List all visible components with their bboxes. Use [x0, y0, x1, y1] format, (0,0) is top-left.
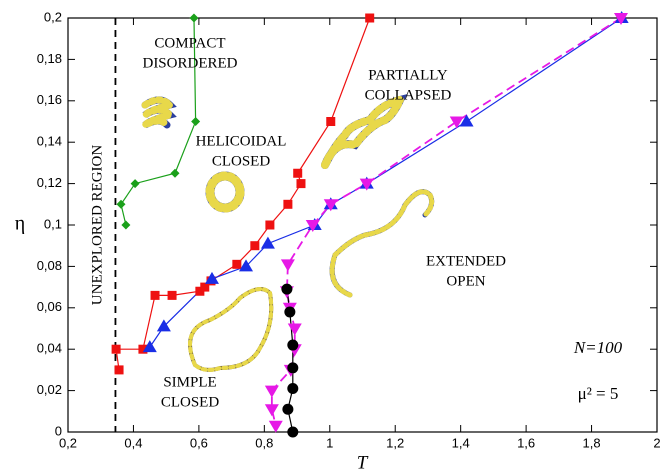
region-label: CLOSED	[212, 153, 271, 169]
point	[284, 306, 295, 317]
point	[112, 345, 121, 354]
point	[117, 200, 126, 209]
plot-frame	[68, 18, 657, 432]
point	[171, 169, 180, 178]
point	[288, 324, 302, 336]
point	[287, 362, 298, 373]
region-label: HELICOIDAL	[196, 133, 287, 149]
point	[265, 386, 279, 398]
x-axis-title: T	[357, 452, 369, 473]
point	[281, 259, 295, 271]
y-tick-label: 0,06	[37, 299, 62, 314]
x-tick-label: 1,6	[517, 435, 535, 450]
point	[360, 179, 374, 191]
point	[460, 115, 474, 127]
point	[293, 169, 302, 178]
parameter-label: μ² = 5	[578, 384, 619, 403]
point	[283, 200, 292, 209]
polymer	[332, 192, 432, 295]
point	[282, 404, 293, 415]
region-label: UNEXPLORED REGION	[89, 145, 105, 306]
point	[265, 404, 279, 416]
point	[287, 340, 298, 351]
x-tick-label: 1,4	[452, 435, 470, 450]
y-tick-label: 0,16	[37, 92, 62, 107]
y-tick-label: 0,08	[37, 258, 62, 273]
point	[269, 421, 283, 433]
y-tick-label: 0,02	[37, 382, 62, 397]
y-axis-title: η	[15, 213, 25, 235]
point	[281, 284, 292, 295]
chart: T η 0,2 0,4 0,6 0,8 1 1,2 1,4 1,6 1,8 2 0 0,02 0,04 0…	[0, 0, 671, 474]
point	[168, 291, 177, 300]
point	[131, 179, 140, 188]
y-tick-label: 0,12	[37, 175, 62, 190]
region-label: COMPACT	[154, 35, 225, 51]
y-tick-label: 0,1	[44, 216, 62, 231]
polymer	[145, 100, 170, 125]
point	[287, 427, 298, 438]
point	[250, 241, 259, 250]
point	[287, 383, 298, 394]
region-label: PARTIALLY	[368, 67, 448, 83]
x-tick-label: 1	[326, 435, 333, 450]
point	[265, 221, 274, 230]
region-label: COLLAPSED	[365, 87, 452, 103]
x-tick-label: 0,6	[190, 435, 208, 450]
x-tick-label: 1,8	[583, 435, 601, 450]
polymer	[325, 100, 400, 165]
x-tick-label: 0,4	[124, 435, 142, 450]
point	[232, 260, 241, 269]
y-tick-label: 0,2	[44, 9, 62, 24]
region-label: OPEN	[446, 273, 485, 289]
point	[189, 14, 198, 23]
y-tick-label: 0	[55, 423, 62, 438]
point	[115, 365, 124, 374]
polymer	[190, 289, 271, 370]
polymer	[190, 289, 271, 370]
point	[450, 117, 464, 129]
region-label: EXTENDED	[426, 253, 506, 269]
region-label: DISORDERED	[142, 55, 237, 71]
point	[121, 221, 130, 230]
region-label: CLOSED	[161, 394, 220, 410]
point	[365, 14, 374, 23]
point	[151, 291, 160, 300]
y-tick-label: 0,14	[37, 134, 62, 149]
x-tick-label: 0,8	[255, 435, 273, 450]
region-label: SIMPLE	[163, 374, 216, 390]
point	[191, 117, 200, 126]
x-tick-label: 1,2	[386, 435, 404, 450]
point	[326, 117, 335, 126]
point	[296, 179, 305, 188]
parameter-label: N=100	[573, 338, 623, 357]
x-tick-label: 2	[653, 435, 660, 450]
y-tick-label: 0,18	[37, 51, 62, 66]
point	[261, 237, 275, 249]
y-tick-label: 0,04	[37, 341, 62, 356]
